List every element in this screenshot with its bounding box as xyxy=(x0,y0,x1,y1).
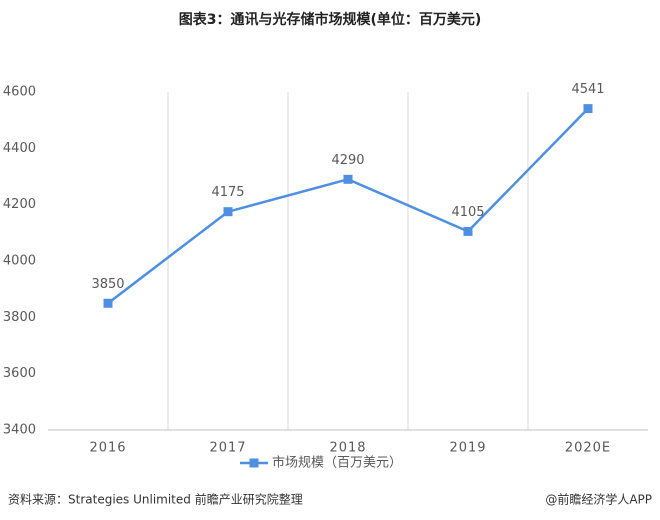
series-line xyxy=(107,107,589,305)
source-note: 资料来源：Strategies Unlimited 前瞻产业研究院整理 xyxy=(8,492,303,507)
data-label: 4290 xyxy=(331,153,364,168)
y-tick-label: 4600 xyxy=(3,85,36,100)
data-label: 4105 xyxy=(451,205,484,220)
data-label: 4175 xyxy=(211,185,244,200)
data-label: 4541 xyxy=(571,82,604,97)
data-point xyxy=(223,207,233,217)
y-tick-label: 4200 xyxy=(3,197,36,212)
y-tick-label: 3800 xyxy=(3,310,36,325)
data-point xyxy=(583,104,593,114)
data-point xyxy=(463,226,473,236)
brand-note: @前瞻经济学人APP xyxy=(545,492,652,507)
x-tick-label: 2020E xyxy=(565,441,611,456)
data-point xyxy=(103,298,113,308)
y-tick-label: 3400 xyxy=(3,423,36,438)
x-tick-label: 2016 xyxy=(89,441,126,456)
legend-marker xyxy=(249,458,259,468)
x-tick-label: 2018 xyxy=(329,441,366,456)
x-tick-label: 2019 xyxy=(449,441,486,456)
y-tick-label: 3600 xyxy=(3,366,36,381)
y-tick-label: 4000 xyxy=(3,254,36,269)
legend-label: 市场规模（百万美元） xyxy=(272,455,402,471)
x-tick-label: 2017 xyxy=(209,441,246,456)
chart-title: 图表3：通讯与光存储市场规模(单位：百万美元) xyxy=(179,11,482,28)
data-label: 3850 xyxy=(91,277,124,292)
y-tick-label: 4400 xyxy=(3,141,36,156)
data-point xyxy=(343,174,353,184)
